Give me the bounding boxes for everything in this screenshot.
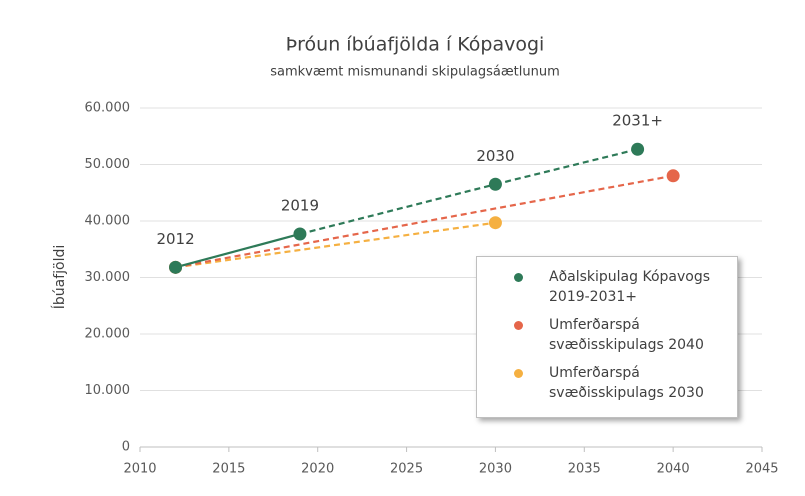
legend-marker xyxy=(514,369,523,378)
series-line xyxy=(495,148,638,186)
y-tick-label: 50.000 xyxy=(85,157,131,172)
legend-entry: Umferðarspá svæðisskipulags 2040 xyxy=(487,315,727,355)
y-tick-label: 10.000 xyxy=(85,383,131,398)
series-line xyxy=(299,183,496,236)
x-tick-label: 2035 xyxy=(568,462,601,477)
legend: Aðalskipulag Kópavogs 2019-2031+ Umferðar… xyxy=(476,256,738,418)
x-tick-label: 2045 xyxy=(745,462,778,477)
x-tick-label: 2010 xyxy=(123,462,156,477)
legend-marker xyxy=(514,321,523,330)
point-label: 2012 xyxy=(156,230,194,248)
legend-entry: Aðalskipulag Kópavogs 2019-2031+ xyxy=(487,267,727,307)
point xyxy=(488,216,502,230)
x-tick-label: 2020 xyxy=(301,462,334,477)
chart-subtitle: samkvæmt mismunandi skipulagsáætlunum xyxy=(270,65,560,80)
x-tick-label: 2030 xyxy=(479,462,512,477)
y-tick-label: 40.000 xyxy=(85,214,131,229)
point xyxy=(169,260,183,274)
y-tick-label: 30.000 xyxy=(85,270,131,285)
y-tick-label: 20.000 xyxy=(85,327,131,342)
point-label: 2019 xyxy=(281,196,319,214)
x-tick-label: 2015 xyxy=(212,462,245,477)
legend-marker xyxy=(514,273,523,282)
legend-entry: Umferðarspá svæðisskipulags 2030 xyxy=(487,363,727,403)
series-line xyxy=(175,221,496,269)
point xyxy=(293,227,307,241)
legend-label: Umferðarspá svæðisskipulags 2040 xyxy=(549,317,704,353)
x-tick-label: 2025 xyxy=(390,462,423,477)
y-tick-label: 0 xyxy=(122,440,130,455)
point-label: 2031+ xyxy=(612,112,663,130)
series-line xyxy=(175,232,301,269)
point xyxy=(488,177,502,191)
series-line xyxy=(175,174,674,269)
y-tick-label: 60.000 xyxy=(85,101,131,116)
point xyxy=(631,142,645,156)
y-axis-label: Íbúafjöldi xyxy=(51,245,68,310)
point-label: 2030 xyxy=(476,147,514,165)
legend-label: Aðalskipulag Kópavogs 2019-2031+ xyxy=(549,269,711,305)
point xyxy=(666,169,680,183)
chart-title: Þróun íbúafjölda í Kópavogi xyxy=(286,34,545,56)
legend-label: Umferðarspá svæðisskipulags 2030 xyxy=(549,365,704,401)
x-tick-label: 2040 xyxy=(657,462,690,477)
